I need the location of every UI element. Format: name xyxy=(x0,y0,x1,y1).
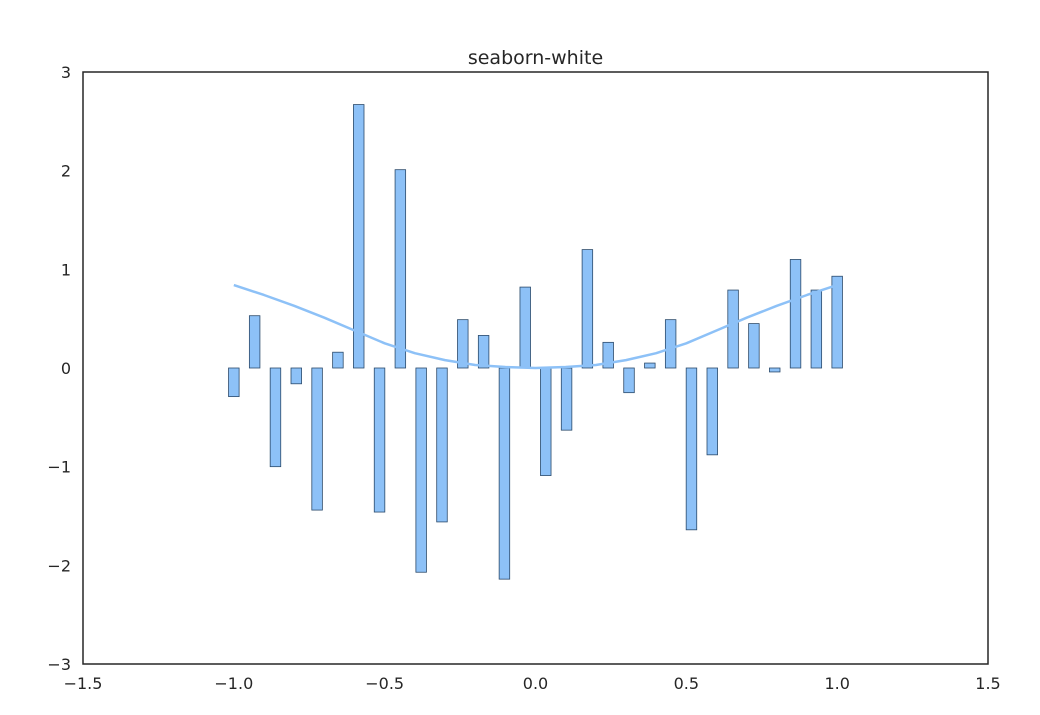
bar-5 xyxy=(332,351,344,369)
bar-21 xyxy=(664,319,677,369)
bar-15 xyxy=(540,367,552,476)
bar-6 xyxy=(353,104,365,369)
bar-2 xyxy=(269,367,282,468)
y-tick-label: 0 xyxy=(61,359,71,378)
x-tick-label: −1.5 xyxy=(64,674,103,693)
bar-27 xyxy=(789,259,802,369)
bar-13 xyxy=(498,367,511,580)
y-tick-label: −1 xyxy=(47,458,71,477)
bar-7 xyxy=(373,367,386,513)
y-tick-label: 3 xyxy=(61,63,71,82)
x-tick-label: −1.0 xyxy=(214,674,253,693)
x-tick-labels: −1.5 −1.0 −0.5 0.0 0.5 1.0 1.5 xyxy=(64,674,1001,693)
bar-16 xyxy=(560,367,573,431)
bar-8 xyxy=(394,169,407,369)
bar-29 xyxy=(831,275,843,369)
curve-group xyxy=(233,283,838,370)
bar-11 xyxy=(457,319,469,369)
bar-28 xyxy=(810,289,823,369)
bar-18 xyxy=(602,341,614,369)
bar-24 xyxy=(727,289,739,369)
y-tick-label: 1 xyxy=(61,260,71,279)
plot-frame xyxy=(82,71,989,665)
bar-4 xyxy=(311,367,323,511)
bar-9 xyxy=(415,367,427,573)
bars-group xyxy=(228,104,843,580)
curve-line xyxy=(233,283,838,370)
bar-20 xyxy=(644,362,656,369)
y-tick-label: −2 xyxy=(47,556,71,575)
x-tick-label: 1.5 xyxy=(975,674,1000,693)
x-tick-label: −0.5 xyxy=(365,674,404,693)
x-tick-label: 0.5 xyxy=(674,674,699,693)
bar-17 xyxy=(581,249,594,369)
y-tick-label: −3 xyxy=(47,655,71,674)
chart-title: seaborn-white xyxy=(468,47,603,69)
bar-14 xyxy=(519,286,531,369)
x-tick-label: 0.0 xyxy=(523,674,548,693)
bar-12 xyxy=(477,335,490,369)
bar-26 xyxy=(769,367,781,373)
y-tick-label: 2 xyxy=(61,162,71,181)
bar-25 xyxy=(748,323,760,369)
bar-23 xyxy=(706,367,718,456)
bar-0 xyxy=(228,367,240,398)
bar-22 xyxy=(685,367,698,531)
bar-10 xyxy=(436,367,448,523)
bar-19 xyxy=(623,367,635,394)
bar-3 xyxy=(290,367,302,385)
x-tick-label: 1.0 xyxy=(824,674,849,693)
y-tick-labels: −3 −2 −1 0 1 2 3 xyxy=(47,63,71,674)
bar-1 xyxy=(248,315,261,369)
